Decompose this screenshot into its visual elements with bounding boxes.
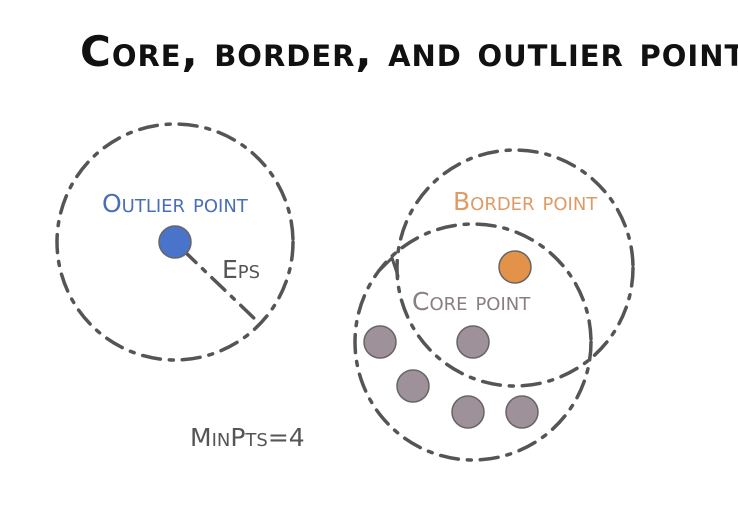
- cluster-point: [505, 395, 539, 429]
- eps-label: Eps: [222, 255, 260, 284]
- border-eps-circle: [395, 148, 635, 388]
- cluster-point: [396, 369, 430, 403]
- outlier-point: [158, 225, 192, 259]
- cluster-point: [451, 395, 485, 429]
- minpts-label: MinPts=4: [190, 423, 305, 452]
- cluster-point: [363, 325, 397, 359]
- core-point: [456, 325, 490, 359]
- outlier-eps-circle: [55, 122, 295, 362]
- diagram-title: Core, border, and outlier points: [80, 27, 738, 76]
- outlier-point-label: Outlier point: [102, 189, 249, 218]
- border-point: [498, 250, 532, 284]
- border-point-label: Border point: [453, 187, 598, 216]
- eps-radius-line: [181, 248, 260, 324]
- core-point-label: Core point: [412, 287, 531, 316]
- core-eps-circle: [353, 222, 593, 462]
- core-circle-arrow-mark: [378, 255, 400, 278]
